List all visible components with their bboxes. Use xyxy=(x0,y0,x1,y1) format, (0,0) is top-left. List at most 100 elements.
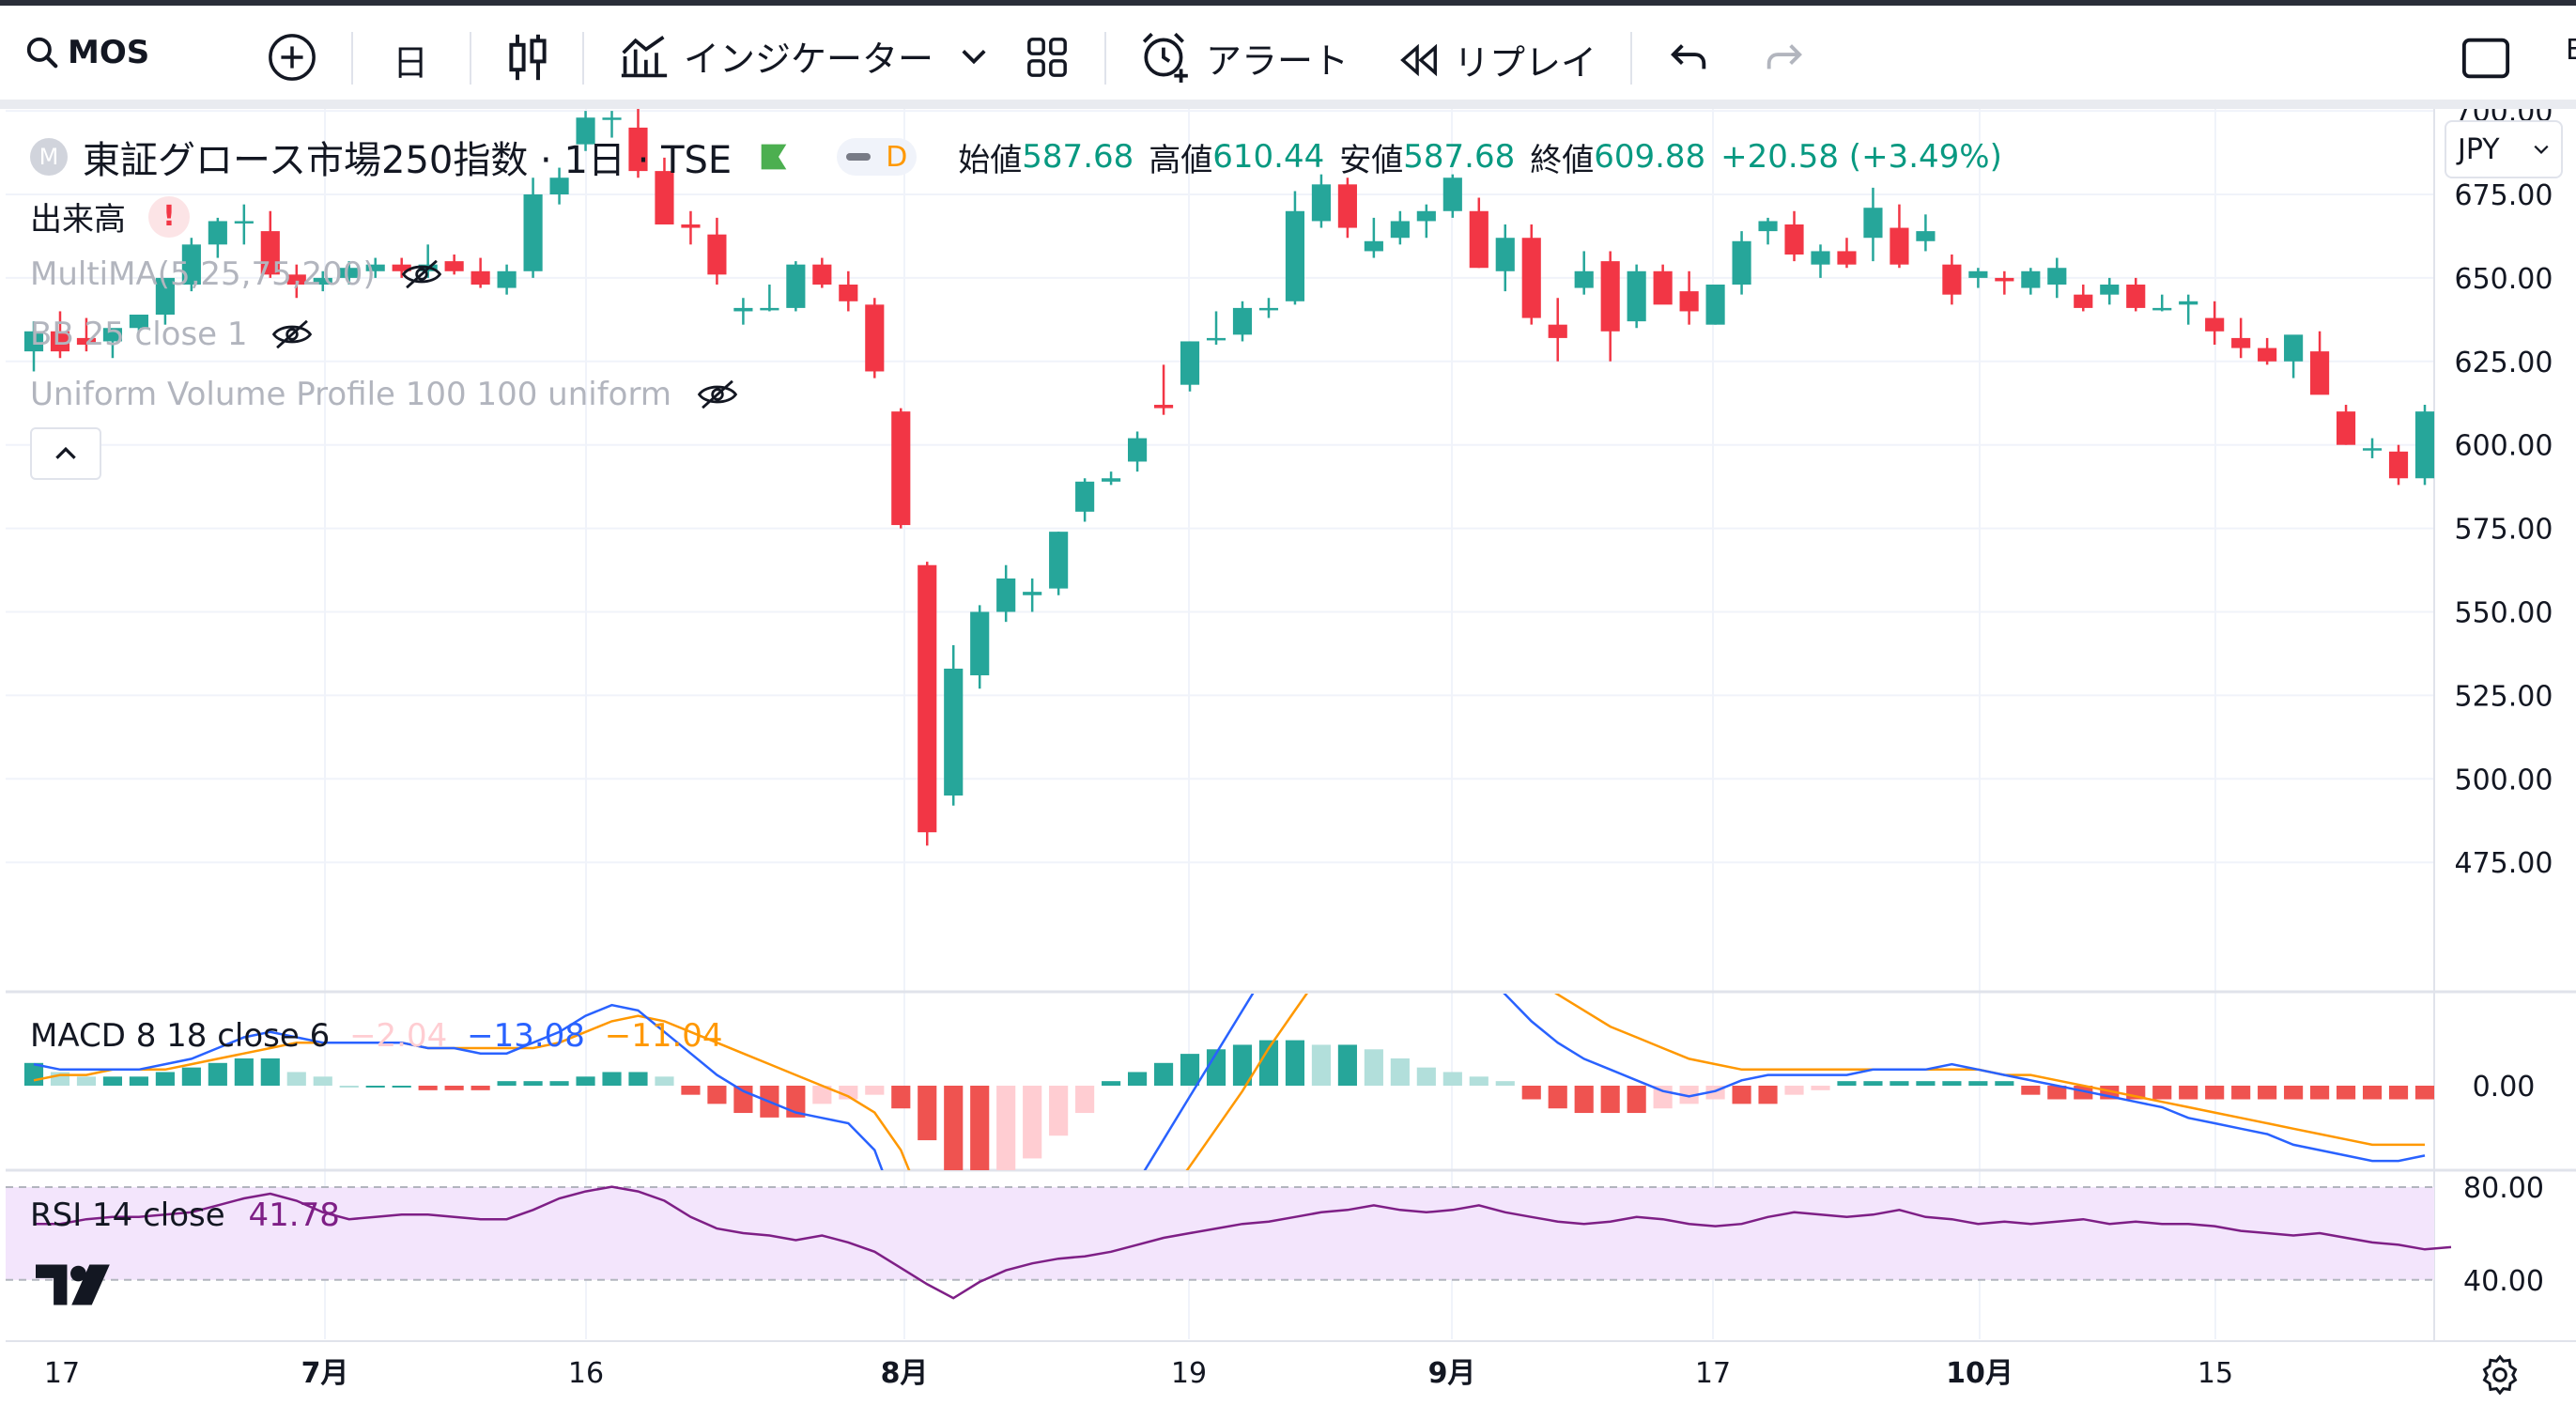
indicators-button[interactable]: インジケーター xyxy=(620,30,933,82)
price-axis-label: 525.00 xyxy=(2455,680,2553,713)
candle-body xyxy=(1890,227,1909,265)
macd-histogram-bar xyxy=(628,1072,648,1086)
macd-histogram-bar xyxy=(1574,1086,1594,1114)
candle-body xyxy=(1469,210,1489,269)
candle xyxy=(733,298,753,325)
eye-crossed-icon[interactable] xyxy=(270,318,314,350)
candle xyxy=(839,270,858,312)
fullscreen-button[interactable] xyxy=(2460,36,2511,85)
candle-body xyxy=(1153,405,1174,409)
currency-selector[interactable]: JPY xyxy=(2445,120,2563,178)
macd-histogram-bar xyxy=(313,1076,332,1086)
candle-body xyxy=(918,564,937,833)
candle xyxy=(1574,251,1594,295)
macd-series xyxy=(23,994,2460,1170)
chart-settings-button[interactable] xyxy=(2479,1353,2521,1398)
macd-histogram-bar xyxy=(2336,1086,2356,1100)
macd-legend[interactable]: MACD 8 18 close 6 −2.04 −13.08 −11.04 xyxy=(30,1017,723,1055)
candle-body xyxy=(1942,264,1962,295)
candle-body xyxy=(2205,317,2225,332)
macd-histogram-bar xyxy=(2442,1086,2460,1100)
alert-label: アラート xyxy=(1206,39,1350,82)
volume-label: 出来高 xyxy=(30,201,126,239)
candle xyxy=(1942,255,1962,305)
legend-collapse-button[interactable] xyxy=(30,427,101,480)
chart-area[interactable]: 700.00 675.00 650.00 625.00 600.00 575.00 550.… xyxy=(6,109,2576,1405)
chart-canvas[interactable]: 700.00675.00650.00625.00600.00575.00550.… xyxy=(6,109,2576,1405)
candle-body xyxy=(2100,285,2120,295)
macd-histogram-bar xyxy=(1811,1086,1830,1090)
candle-body xyxy=(1995,277,2014,282)
macd-histogram-bar xyxy=(944,1086,964,1170)
undo-icon xyxy=(1671,44,1706,69)
symbol-search-button[interactable]: MOS xyxy=(24,34,149,71)
toolbar-divider xyxy=(470,32,471,85)
candle xyxy=(1732,231,1751,295)
interval-button[interactable]: 日 xyxy=(393,34,428,85)
volume-legend[interactable]: 出来高 ! xyxy=(30,193,190,239)
tradingview-logo[interactable] xyxy=(36,1264,116,1309)
candle xyxy=(2362,438,2383,458)
candle-body xyxy=(260,231,280,275)
candle-body xyxy=(1416,210,1436,222)
compare-add-button[interactable] xyxy=(267,32,317,86)
low-value: 587.68 xyxy=(1403,138,1516,176)
macd-histogram-bar xyxy=(2047,1086,2067,1100)
bb-legend[interactable]: BB 25 close 1 xyxy=(30,316,314,353)
redo-button[interactable] xyxy=(1762,38,1805,79)
macd-histogram-bar xyxy=(891,1086,911,1109)
rsi-legend[interactable]: RSI 14 close 41.78 xyxy=(30,1197,340,1234)
indicators-dropdown-button[interactable] xyxy=(960,47,988,69)
chart-type-button[interactable] xyxy=(507,30,548,88)
candle xyxy=(129,315,148,332)
candle-body xyxy=(1837,251,1857,265)
candle xyxy=(2310,331,2330,395)
macd-histogram-bar xyxy=(2021,1086,2041,1095)
macd-histogram-bar xyxy=(102,1076,123,1086)
candle xyxy=(181,238,201,292)
macd-histogram-bar xyxy=(1311,1044,1331,1086)
symbol-label: MOS xyxy=(68,34,150,71)
candle-body xyxy=(2388,451,2409,479)
candle-body xyxy=(2336,411,2356,445)
macd-histogram-bar xyxy=(1416,1067,1436,1086)
macd-histogram-bar xyxy=(1942,1081,1962,1086)
time-axis-label: 10月 xyxy=(1946,1357,2013,1390)
replay-button[interactable]: リプレイ xyxy=(1397,34,1597,85)
macd-histogram-bar xyxy=(2231,1086,2251,1100)
alert-button[interactable]: アラート xyxy=(1138,30,1349,85)
time-axis-label: 15 xyxy=(2198,1357,2233,1390)
candle xyxy=(1442,174,1462,218)
candle-body xyxy=(1023,592,1042,595)
undo-button[interactable] xyxy=(1668,38,1711,79)
symbol-title[interactable]: 東証グロース市場250指数 · 1日 · TSE xyxy=(83,139,733,182)
eye-crossed-icon[interactable] xyxy=(400,258,443,290)
candle xyxy=(1548,298,1567,362)
candle-body xyxy=(2284,334,2304,362)
candle-body xyxy=(2126,285,2146,308)
rsi-band xyxy=(6,1187,2434,1280)
eye-crossed-icon[interactable] xyxy=(696,378,739,410)
candle-body xyxy=(865,304,885,372)
macd-histogram-bar xyxy=(286,1072,306,1086)
candle-body xyxy=(812,264,832,286)
low-label: 安値 xyxy=(1339,141,1404,179)
session-toggle[interactable]: D xyxy=(837,138,918,176)
open-label: 始値 xyxy=(958,141,1023,179)
macd-histogram-bar xyxy=(1102,1081,1121,1086)
macd-histogram-bar xyxy=(155,1072,175,1086)
volume-profile-legend[interactable]: Uniform Volume Profile 100 100 uniform xyxy=(30,376,739,413)
layout-templates-button[interactable] xyxy=(1026,36,1069,83)
candle xyxy=(1890,204,1909,269)
symbol-logo[interactable]: M xyxy=(30,138,68,176)
high-value: 610.44 xyxy=(1212,138,1325,176)
volume-error-badge[interactable]: ! xyxy=(148,195,190,238)
candle-body xyxy=(1600,261,1620,332)
candle xyxy=(786,261,806,312)
candle-body xyxy=(1258,307,1279,311)
macd-pane: 0.00 xyxy=(23,994,2535,1170)
candle xyxy=(1049,532,1069,595)
macd-hist-value: −2.04 xyxy=(349,1017,448,1055)
multima-legend[interactable]: MultiMA(5,25,75,200) xyxy=(30,255,443,293)
high-label: 高値 xyxy=(1149,141,1213,179)
